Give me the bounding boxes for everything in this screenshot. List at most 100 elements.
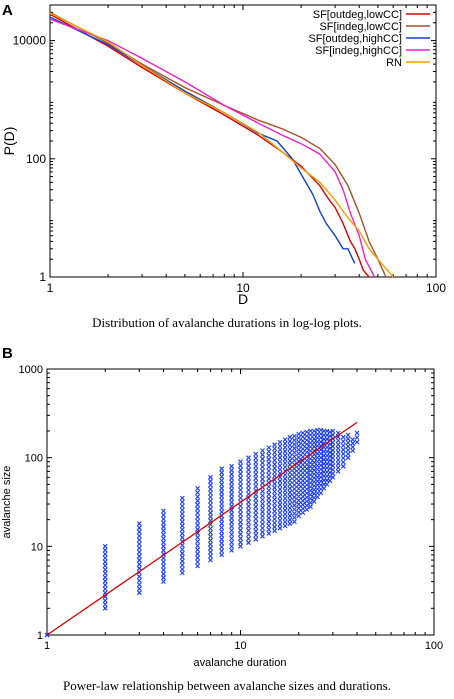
scatter-point xyxy=(272,504,277,510)
scatter-point xyxy=(282,472,288,478)
scatter-point xyxy=(277,443,283,449)
scatter-point xyxy=(238,511,243,517)
scatter-point xyxy=(340,443,346,448)
scatter-point xyxy=(208,514,213,520)
scatter-point xyxy=(219,489,225,495)
scatter-point xyxy=(260,460,265,466)
scatter-point xyxy=(304,433,310,439)
scatter-point xyxy=(296,490,302,495)
scatter-point xyxy=(282,437,288,442)
scatter-point xyxy=(335,449,341,455)
scatter-point xyxy=(219,540,225,546)
scatter-point xyxy=(282,441,288,446)
scatter-point xyxy=(300,466,306,472)
scatter-point xyxy=(229,536,234,541)
scatter-point xyxy=(304,441,310,447)
scatter-point xyxy=(179,515,185,521)
scatter-point xyxy=(246,499,251,505)
scatter-point xyxy=(253,500,259,506)
scatter-point xyxy=(296,451,302,456)
scatter-point xyxy=(260,489,265,494)
scatter-point xyxy=(340,439,346,444)
scatter-point xyxy=(308,436,313,442)
scatter-point xyxy=(219,474,225,479)
scatter-point xyxy=(287,485,293,491)
chart-a-xlabel: D xyxy=(238,291,248,307)
scatter-point xyxy=(277,506,283,511)
scatter-point xyxy=(238,527,243,533)
scatter-point xyxy=(208,538,213,543)
scatter-point xyxy=(282,515,288,521)
scatter-point xyxy=(266,531,272,536)
scatter-point xyxy=(292,519,297,524)
series-line-4 xyxy=(49,12,394,278)
scatter-point xyxy=(330,471,336,476)
scatter-point xyxy=(238,471,243,477)
scatter-point xyxy=(246,520,251,525)
scatter-point xyxy=(272,457,277,463)
scatter-point xyxy=(195,518,200,524)
scatter-point xyxy=(272,520,277,526)
scatter-point xyxy=(282,507,288,513)
scatter-point xyxy=(260,480,265,486)
scatter-point xyxy=(272,528,277,534)
scatter-point xyxy=(195,502,200,508)
scatter-point xyxy=(238,535,243,541)
scatter-point xyxy=(219,517,225,523)
scatter-point xyxy=(253,516,259,522)
scatter-point xyxy=(277,498,283,504)
scatter-point xyxy=(304,490,310,496)
scatter-point xyxy=(179,566,185,572)
scatter-point xyxy=(136,533,142,539)
scatter-point xyxy=(136,586,142,591)
scatter-point xyxy=(350,444,356,450)
scatter-point xyxy=(260,533,265,539)
scatter-point xyxy=(287,513,293,519)
scatter-point xyxy=(161,567,166,573)
scatter-point xyxy=(246,479,251,485)
scatter-point xyxy=(287,509,293,515)
scatter-point xyxy=(304,445,310,451)
scatter-point xyxy=(308,460,313,466)
scatter-point xyxy=(282,476,288,482)
scatter-point xyxy=(345,436,351,442)
scatter-point xyxy=(350,440,356,446)
scatter-point xyxy=(272,442,277,448)
scatter-point xyxy=(272,454,277,459)
scatter-point xyxy=(296,470,302,476)
x-tick-label: 10 xyxy=(234,640,246,652)
y-tick-label: 1 xyxy=(37,630,43,642)
scatter-point xyxy=(253,520,259,526)
scatter-point xyxy=(292,490,297,496)
scatter-point xyxy=(272,485,277,491)
scatter-point xyxy=(238,515,243,521)
scatter-point xyxy=(229,524,234,529)
scatter-point xyxy=(304,470,310,476)
scatter-point xyxy=(277,463,283,468)
scatter-point xyxy=(179,547,185,552)
scatter-point xyxy=(253,455,259,461)
scatter-point xyxy=(161,579,166,584)
scatter-point xyxy=(266,460,272,466)
scatter-point xyxy=(335,453,341,459)
scatter-point xyxy=(102,551,108,557)
scatter-point xyxy=(330,432,336,438)
scatter-point xyxy=(272,516,277,522)
legend-label: SF[outdeg,lowCC] xyxy=(313,9,402,21)
scatter-point xyxy=(287,478,293,483)
scatter-point xyxy=(335,445,341,451)
scatter-point xyxy=(308,504,313,510)
scatter-point xyxy=(292,482,297,488)
scatter-point xyxy=(266,484,272,489)
scatter-point xyxy=(260,456,265,462)
scatter-point xyxy=(282,492,288,497)
scatter-point xyxy=(277,525,283,531)
scatter-point xyxy=(300,510,306,515)
scatter-point xyxy=(296,494,302,499)
scatter-point xyxy=(292,441,297,447)
scatter-point xyxy=(136,561,142,567)
scatter-point xyxy=(292,450,297,455)
scatter-point xyxy=(260,521,265,527)
scatter-point xyxy=(238,459,243,465)
scatter-point xyxy=(208,534,213,539)
